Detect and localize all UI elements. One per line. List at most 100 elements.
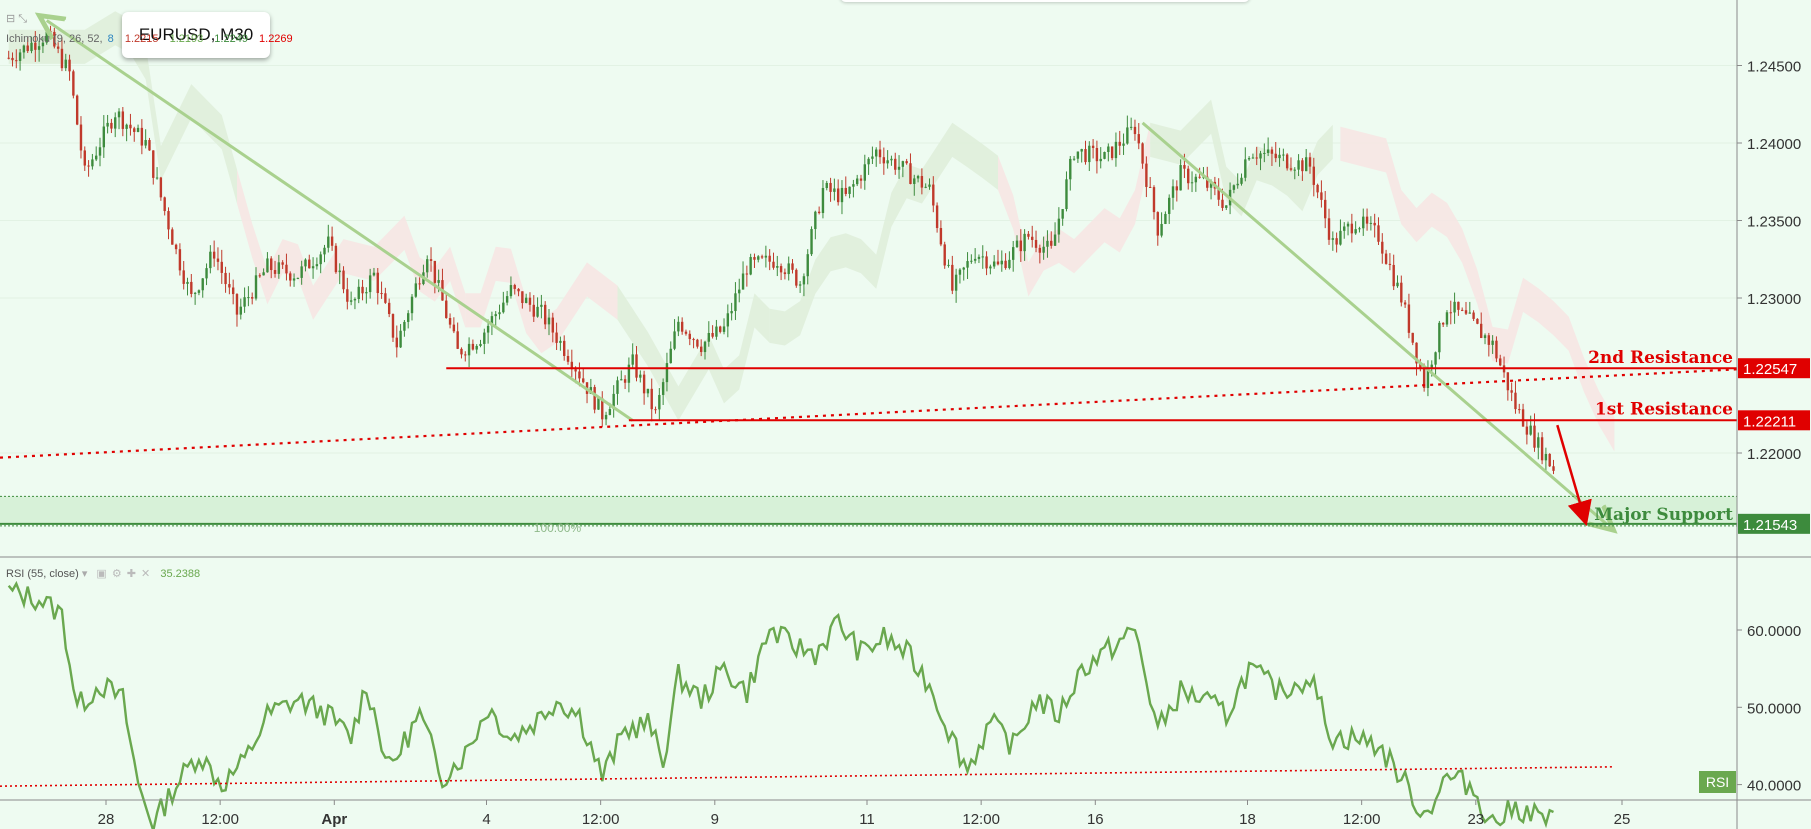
candle-body <box>1255 157 1258 159</box>
candle-body <box>1080 149 1083 152</box>
candle-body <box>205 268 208 279</box>
ichimoku-value-4: 1.2269 <box>259 33 293 45</box>
time-tick-label: 4 <box>482 811 490 828</box>
candle-body <box>1365 216 1369 224</box>
candle-body <box>1533 425 1536 448</box>
candle-body <box>1460 309 1464 311</box>
candle-body <box>566 355 570 362</box>
candle-body <box>1510 390 1513 393</box>
candle-body <box>1381 241 1384 254</box>
candle-body <box>992 261 996 267</box>
candle-body <box>1472 312 1475 319</box>
candle-body <box>875 149 878 157</box>
ichimoku-legend[interactable]: Ichimoku (9, 26, 52, 8 1.2215 1.2193 1.2… <box>6 33 301 45</box>
candle-body <box>197 290 201 293</box>
candle-body <box>563 340 566 356</box>
candle-body <box>1103 151 1106 159</box>
candle-body <box>1343 226 1346 231</box>
candle-body <box>711 333 714 337</box>
candle-body <box>1110 146 1114 159</box>
candle-body <box>909 163 912 184</box>
candle-body <box>475 345 478 350</box>
candle-body <box>1244 159 1247 178</box>
candle-body <box>623 379 627 383</box>
candle-body <box>1483 335 1487 339</box>
candle-body <box>224 272 227 285</box>
candle-body <box>1000 260 1003 265</box>
candle-body <box>1324 199 1327 219</box>
candle-body <box>863 164 867 181</box>
candle-body <box>277 262 281 274</box>
candle-body <box>654 409 657 411</box>
candle-body <box>304 259 307 267</box>
candle-body <box>791 263 794 270</box>
rsi-dropdown-icon[interactable]: ▾ <box>81 568 88 580</box>
candle-body <box>1171 186 1175 198</box>
candle-body <box>281 262 284 265</box>
candle-body <box>890 158 893 161</box>
resistance-2-text: 2nd Resistance <box>1588 348 1733 368</box>
top-toolbar-tab[interactable] <box>840 0 1250 2</box>
candle-body <box>37 46 41 50</box>
time-tick-label: 11 <box>859 811 875 828</box>
candle-body <box>486 325 490 333</box>
candle-body <box>391 314 395 338</box>
candle-body <box>414 283 418 297</box>
candle-body <box>871 156 874 159</box>
candle-body <box>726 313 730 327</box>
candle-body <box>513 285 516 289</box>
candle-body <box>798 284 802 286</box>
rsi-legend[interactable]: RSI (55, close) ▾ ▣ ⚙ ✚ ✕ 35.2388 <box>6 567 200 580</box>
candle-body <box>1034 239 1038 248</box>
candle-body <box>1031 236 1034 240</box>
candle-body <box>376 272 379 294</box>
candle-body <box>1042 246 1045 253</box>
candle-body <box>673 331 676 349</box>
price-badge-label-2: 1.21543 <box>1743 517 1797 534</box>
candle-body <box>597 398 600 410</box>
candle-body <box>1518 409 1521 411</box>
candle-body <box>30 42 33 52</box>
candle-body <box>1270 149 1274 154</box>
candle-body <box>125 124 128 129</box>
candle-body <box>266 258 269 273</box>
candle-body <box>722 326 726 332</box>
candle-body <box>1491 340 1494 345</box>
candle-body <box>601 398 604 420</box>
candle-body <box>129 124 132 129</box>
time-tick-label: Apr <box>321 811 347 828</box>
rsi-tick-label: 50.0000 <box>1747 700 1801 717</box>
candle-body <box>1008 259 1011 269</box>
candle-body <box>1514 392 1517 410</box>
rsi-tick-label: 40.0000 <box>1747 778 1801 795</box>
candle-body <box>1384 253 1388 264</box>
candle-body <box>985 256 988 269</box>
candle-body <box>631 354 634 365</box>
candle-body <box>1438 322 1441 353</box>
candle-body <box>178 249 182 271</box>
candle-body <box>764 255 768 258</box>
candle-body <box>555 332 558 343</box>
ichimoku-value-0: 8 <box>107 33 114 45</box>
candle-body <box>855 178 859 185</box>
candle-body <box>285 264 288 274</box>
candle-body <box>186 281 189 284</box>
candle-body <box>1377 225 1380 242</box>
fib-label: 100.00% <box>534 521 582 535</box>
candle-body <box>738 289 741 294</box>
candle-body <box>1445 312 1449 325</box>
rsi-legend-buttons[interactable]: ▣ ⚙ ✚ ✕ <box>96 568 152 580</box>
candle-body <box>494 314 497 317</box>
candle-body <box>604 414 608 420</box>
candle-body <box>1065 179 1068 210</box>
time-tick-label: 12:00 <box>582 811 620 828</box>
candle-body <box>878 149 882 158</box>
candle-body <box>696 339 699 347</box>
candle-body <box>220 261 223 273</box>
candle-body <box>814 211 817 230</box>
candle-body <box>817 211 821 214</box>
candle-body <box>882 157 886 164</box>
rsi-panel <box>0 580 1615 829</box>
pane-controls[interactable]: ⊟ ⤡ <box>6 13 28 25</box>
